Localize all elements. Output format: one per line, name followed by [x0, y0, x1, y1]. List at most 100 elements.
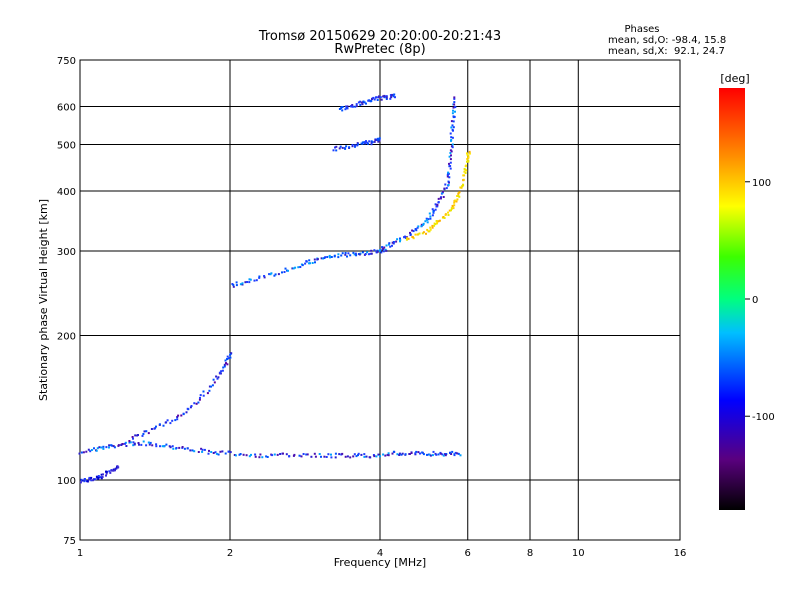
echo-point	[352, 251, 355, 254]
echo-point	[404, 453, 407, 456]
echo-point	[288, 455, 291, 458]
echo-point	[203, 448, 206, 451]
echo-point	[137, 442, 140, 444]
y-tick-label: 200	[57, 332, 76, 343]
echo-point	[408, 453, 411, 455]
echo-point	[132, 441, 135, 444]
echo-point	[445, 187, 448, 190]
echo-point	[322, 257, 325, 260]
echo-point	[258, 456, 261, 459]
colorbar	[719, 88, 745, 510]
echo-point	[279, 453, 282, 455]
echo-point	[353, 453, 356, 456]
echo-point	[414, 452, 417, 455]
echo-point	[431, 224, 434, 227]
echo-point	[466, 153, 469, 156]
echo-point	[193, 402, 196, 405]
echo-point	[421, 451, 424, 454]
echo-point	[169, 446, 172, 449]
echo-point	[147, 441, 150, 444]
echo-point	[358, 253, 361, 256]
echo-point	[97, 477, 100, 480]
echo-point	[416, 226, 419, 229]
echo-point	[453, 103, 456, 106]
echo-point	[431, 208, 434, 211]
echo-point	[429, 228, 432, 231]
echo-point	[382, 95, 385, 98]
echo-point	[367, 253, 370, 256]
colorbar-label: [deg]	[720, 72, 749, 85]
echo-point	[431, 214, 434, 217]
echo-point	[452, 109, 454, 112]
echo-point	[258, 276, 261, 279]
y-tick-label: 750	[57, 56, 76, 67]
echo-point	[97, 476, 100, 479]
echo-point	[283, 271, 286, 273]
echo-point	[210, 451, 213, 453]
echo-point	[208, 449, 210, 452]
echo-point	[354, 144, 357, 147]
echo-point	[186, 447, 189, 450]
colorbar-tick-label: 100	[752, 178, 771, 189]
echo-point	[389, 245, 392, 248]
echo-point	[378, 137, 381, 140]
echo-point	[366, 141, 368, 144]
echo-point	[437, 201, 440, 204]
echo-point	[181, 446, 184, 448]
echo-point	[125, 445, 128, 447]
echo-point	[468, 150, 471, 153]
echo-point	[454, 106, 457, 109]
echo-point	[137, 434, 139, 436]
echo-point	[88, 478, 91, 481]
echo-point	[409, 233, 412, 236]
echo-point	[466, 152, 468, 155]
echo-point	[457, 452, 460, 455]
echo-point	[442, 190, 444, 193]
echo-point	[241, 283, 244, 286]
echo-point	[416, 233, 419, 236]
echo-point	[379, 249, 382, 251]
echo-point	[308, 259, 311, 262]
echo-point	[344, 455, 347, 458]
echo-point	[277, 273, 280, 276]
echo-point	[415, 229, 418, 232]
echo-point	[363, 455, 366, 458]
echo-point	[451, 146, 454, 149]
echo-point	[422, 231, 425, 234]
echo-point	[230, 352, 233, 355]
echo-point	[382, 247, 385, 250]
echo-point	[94, 478, 97, 481]
echo-point	[447, 180, 450, 183]
echo-point	[108, 470, 111, 473]
echo-point	[200, 447, 203, 450]
echo-point	[468, 152, 471, 155]
echo-point	[169, 422, 172, 425]
echo-point	[297, 266, 300, 269]
echo-point	[221, 450, 224, 453]
echo-point	[328, 254, 331, 257]
echo-point	[341, 452, 344, 455]
echo-point	[341, 106, 344, 108]
echo-point	[447, 184, 450, 186]
echo-point	[387, 454, 390, 457]
echo-point	[452, 207, 455, 210]
echo-point	[444, 183, 447, 186]
echo-point	[143, 430, 146, 433]
echo-point	[149, 441, 152, 444]
echo-point	[245, 454, 248, 457]
echo-point	[292, 267, 295, 270]
echo-point	[232, 284, 235, 286]
echo-point	[378, 250, 381, 253]
echo-point	[451, 207, 453, 210]
echo-point	[443, 217, 446, 219]
phases-heading: Phases	[624, 24, 659, 35]
echo-point	[448, 209, 451, 212]
echo-point	[294, 266, 297, 269]
echo-point	[112, 468, 115, 471]
y-axis-label: Stationary phase Virtual Height [km]	[37, 199, 50, 401]
echo-point	[266, 456, 269, 458]
echo-point	[381, 246, 384, 249]
echo-point	[335, 145, 338, 148]
echo-point	[410, 452, 413, 454]
echo-point	[309, 262, 311, 265]
